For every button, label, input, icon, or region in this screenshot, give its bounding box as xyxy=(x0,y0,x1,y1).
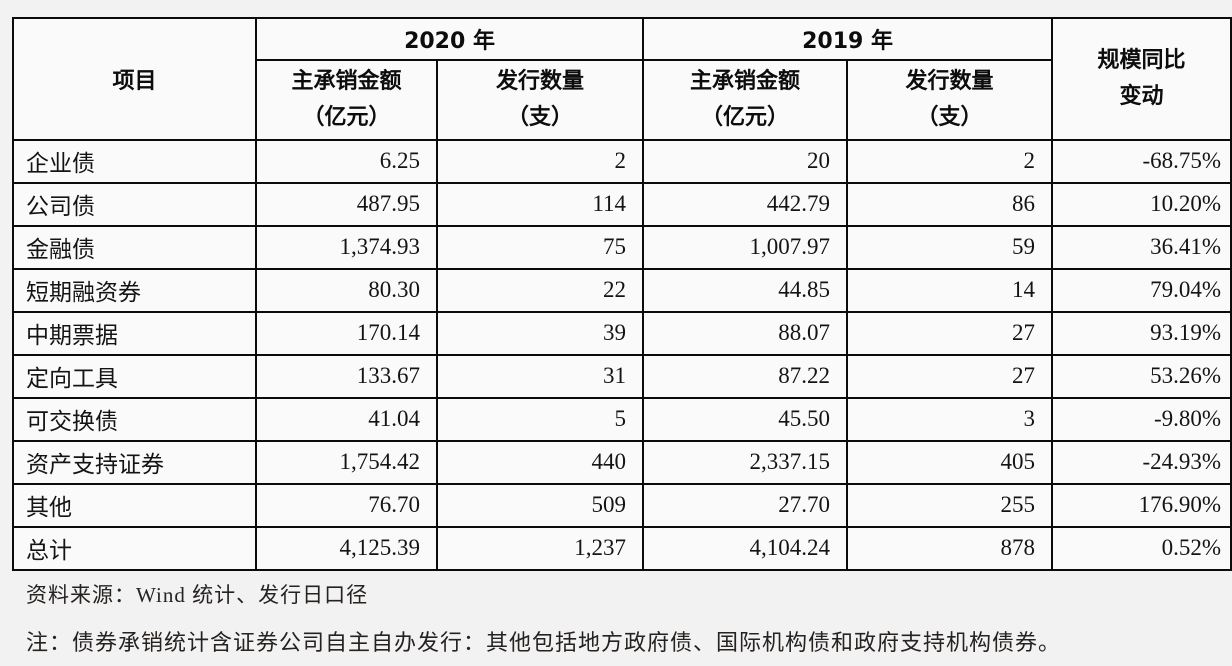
header-2019-count-line1: 发行数量 xyxy=(905,69,994,94)
cell-2019-amount: 44.85 xyxy=(642,268,849,313)
cell-2020-count: 31 xyxy=(435,354,645,399)
table-row: 公司债 487.95 114 442.79 86 10.20% xyxy=(12,182,1232,227)
header-item: 项目 xyxy=(12,17,257,141)
cell-2020-count: 114 xyxy=(435,182,645,227)
cell-2020-amount: 1,374.93 xyxy=(255,225,438,270)
header-2019-amount: 主承销金额 （亿元） xyxy=(642,59,849,141)
cell-item-label: 金融债 xyxy=(12,225,257,270)
cell-2019-count: 86 xyxy=(846,182,1054,227)
cell-2019-amount: 442.79 xyxy=(642,182,849,227)
cell-2019-amount: 4,104.24 xyxy=(642,526,849,571)
cell-2020-count: 440 xyxy=(435,440,645,485)
cell-yoy-change: -9.80% xyxy=(1051,397,1232,442)
header-yoy-line2: 变动 xyxy=(1119,84,1164,109)
cell-2019-count: 2 xyxy=(846,139,1054,184)
header-yoy-line1: 规模同比 xyxy=(1097,48,1186,73)
cell-2020-amount: 80.30 xyxy=(255,268,438,313)
cell-2019-count: 878 xyxy=(846,526,1054,571)
cell-2020-amount: 4,125.39 xyxy=(255,526,438,571)
header-2019-amount-line2: （亿元） xyxy=(701,105,790,130)
cell-2019-amount: 45.50 xyxy=(642,397,849,442)
header-year-row: 项目 2020 年 2019 年 规模同比 变动 xyxy=(12,17,1232,141)
cell-2020-count: 2 xyxy=(435,139,645,184)
header-2019-count: 发行数量 （支） xyxy=(846,59,1054,141)
cell-2020-count: 39 xyxy=(435,311,645,356)
header-2019-amount-line1: 主承销金额 xyxy=(690,69,801,94)
cell-item-label: 资产支持证券 xyxy=(12,440,257,485)
cell-2019-count: 14 xyxy=(846,268,1054,313)
cell-2020-count: 5 xyxy=(435,397,645,442)
cell-2020-count: 22 xyxy=(435,268,645,313)
header-2020-count: 发行数量 （支） xyxy=(435,59,645,141)
cell-item-label: 可交换债 xyxy=(12,397,257,442)
bond-underwriting-table-container: 项目 2020 年 2019 年 规模同比 变动 主承销金额 （亿元） 发行数量… xyxy=(12,17,1232,571)
cell-yoy-change: 0.52% xyxy=(1051,526,1232,571)
cell-2019-amount: 87.22 xyxy=(642,354,849,399)
data-source-note: 资料来源：Wind 统计、发行日口径 xyxy=(26,583,369,607)
cell-2020-count: 509 xyxy=(435,483,645,528)
cell-item-label: 公司债 xyxy=(12,182,257,227)
bond-underwriting-table: 项目 2020 年 2019 年 规模同比 变动 主承销金额 （亿元） 发行数量… xyxy=(12,17,1232,571)
cell-item-label: 其他 xyxy=(12,483,257,528)
header-2019-count-line2: （支） xyxy=(916,105,983,130)
table-row: 定向工具 133.67 31 87.22 27 53.26% xyxy=(12,354,1232,399)
header-yoy-change: 规模同比 变动 xyxy=(1051,17,1232,141)
table-header: 项目 2020 年 2019 年 规模同比 变动 主承销金额 （亿元） 发行数量… xyxy=(12,17,1232,141)
cell-2020-amount: 487.95 xyxy=(255,182,438,227)
header-year-2020: 2020 年 xyxy=(254,17,645,61)
cell-2020-amount: 6.25 xyxy=(255,139,438,184)
table-body: 企业债 6.25 2 20 2 -68.75% 公司债 487.95 114 4… xyxy=(12,139,1232,571)
table-row: 短期融资券 80.30 22 44.85 14 79.04% xyxy=(12,268,1232,313)
cell-yoy-change: 10.20% xyxy=(1051,182,1232,227)
cell-item-label: 定向工具 xyxy=(12,354,257,399)
header-sub-row: 主承销金额 （亿元） 发行数量 （支） 主承销金额 （亿元） 发行数量 （支） xyxy=(13,59,1231,141)
cell-yoy-change: 79.04% xyxy=(1051,268,1232,313)
cell-item-label: 短期融资券 xyxy=(12,268,257,313)
cell-2019-amount: 2,337.15 xyxy=(642,440,849,485)
cell-yoy-change: 93.19% xyxy=(1051,311,1232,356)
table-row: 总计 4,125.39 1,237 4,104.24 878 0.52% xyxy=(12,526,1232,571)
table-row: 企业债 6.25 2 20 2 -68.75% xyxy=(12,139,1232,184)
cell-yoy-change: -24.93% xyxy=(1051,440,1232,485)
header-year-2019: 2019 年 xyxy=(642,17,1054,61)
cell-yoy-change: 176.90% xyxy=(1051,483,1232,528)
cell-item-label: 总计 xyxy=(12,526,257,571)
table-row: 其他 76.70 509 27.70 255 176.90% xyxy=(12,483,1232,528)
table-row: 可交换债 41.04 5 45.50 3 -9.80% xyxy=(12,397,1232,442)
header-2020-amount-line2: （亿元） xyxy=(302,105,391,130)
header-2020-amount: 主承销金额 （亿元） xyxy=(255,59,438,141)
cell-yoy-change: -68.75% xyxy=(1051,139,1232,184)
cell-2020-amount: 76.70 xyxy=(255,483,438,528)
cell-2019-count: 3 xyxy=(846,397,1054,442)
cell-2019-amount: 27.70 xyxy=(642,483,849,528)
cell-2020-amount: 170.14 xyxy=(255,311,438,356)
cell-yoy-change: 53.26% xyxy=(1051,354,1232,399)
cell-2019-amount: 1,007.97 xyxy=(642,225,849,270)
header-2020-count-line1: 发行数量 xyxy=(496,69,585,94)
table-footnote: 注：债券承销统计含证券公司自主自办发行：其他包括地方政府债、国际机构债和政府支持… xyxy=(26,630,1062,655)
cell-yoy-change: 36.41% xyxy=(1051,225,1232,270)
cell-item-label: 中期票据 xyxy=(12,311,257,356)
cell-2020-count: 1,237 xyxy=(435,526,645,571)
cell-2020-count: 75 xyxy=(435,225,645,270)
cell-item-label: 企业债 xyxy=(12,139,257,184)
table-row: 金融债 1,374.93 75 1,007.97 59 36.41% xyxy=(12,225,1232,270)
cell-2019-count: 405 xyxy=(846,440,1054,485)
cell-2020-amount: 133.67 xyxy=(255,354,438,399)
header-2020-amount-line1: 主承销金额 xyxy=(291,69,402,94)
cell-2019-count: 59 xyxy=(846,225,1054,270)
cell-2019-amount: 88.07 xyxy=(642,311,849,356)
cell-2020-amount: 41.04 xyxy=(255,397,438,442)
cell-2019-amount: 20 xyxy=(642,139,849,184)
cell-2019-count: 27 xyxy=(846,311,1054,356)
table-row: 资产支持证券 1,754.42 440 2,337.15 405 -24.93% xyxy=(12,440,1232,485)
header-2020-count-line2: （支） xyxy=(507,105,574,130)
table-row: 中期票据 170.14 39 88.07 27 93.19% xyxy=(12,311,1232,356)
cell-2019-count: 255 xyxy=(846,483,1054,528)
cell-2020-amount: 1,754.42 xyxy=(255,440,438,485)
cell-2019-count: 27 xyxy=(846,354,1054,399)
